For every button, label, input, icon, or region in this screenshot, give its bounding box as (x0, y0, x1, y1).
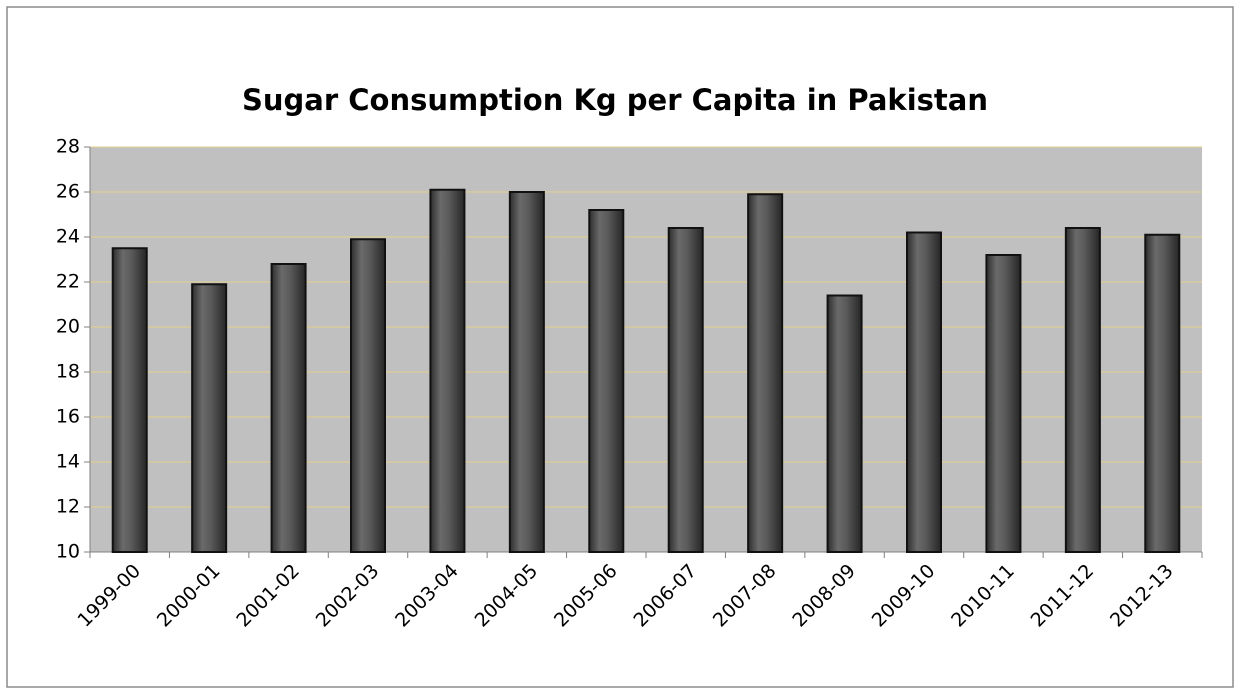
bar (111, 247, 148, 553)
y-tick-label: 28 (56, 136, 80, 158)
bar (826, 294, 863, 553)
bar (747, 193, 784, 553)
bar (350, 238, 386, 553)
y-tick-label: 14 (56, 451, 80, 473)
bar (906, 231, 942, 553)
bar (1144, 233, 1181, 553)
bar (429, 188, 466, 553)
y-tick-label: 12 (56, 496, 80, 518)
bar (667, 227, 704, 553)
y-tick-label: 10 (56, 541, 80, 563)
bar (1064, 227, 1101, 553)
bar (508, 191, 545, 553)
bar (588, 209, 625, 553)
plot-area (90, 147, 1202, 552)
y-tick-label: 16 (56, 406, 80, 428)
y-tick-label: 22 (56, 271, 80, 293)
bar (270, 263, 307, 553)
bar (985, 254, 1022, 553)
chart-title: Sugar Consumption Kg per Capita in Pakis… (242, 83, 988, 117)
y-tick-label: 26 (56, 181, 80, 203)
bar (191, 283, 228, 553)
y-tick-label: 24 (56, 226, 80, 248)
y-tick-label: 20 (56, 316, 80, 338)
y-tick-label: 18 (56, 361, 80, 383)
